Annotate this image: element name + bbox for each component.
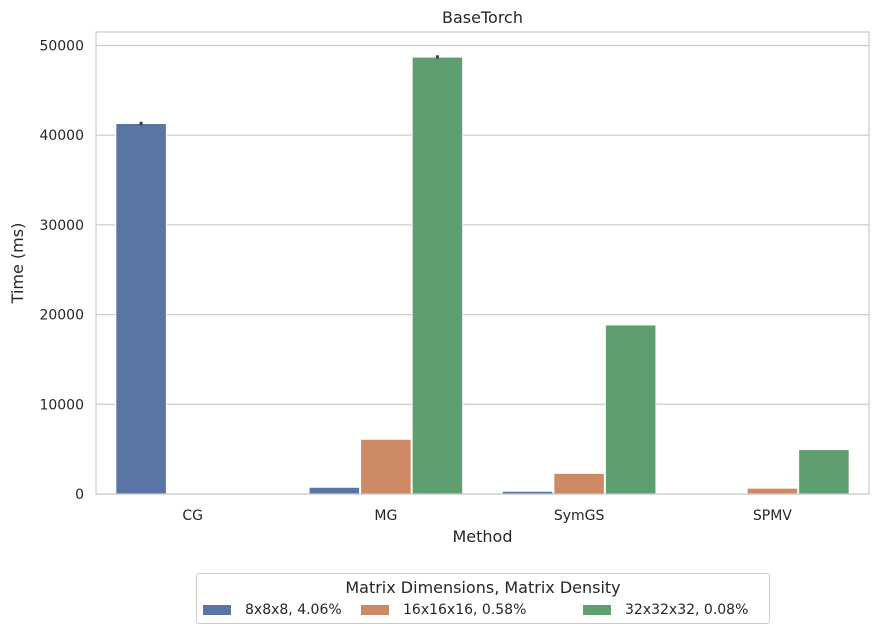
legend-title: Matrix Dimensions, Matrix Density bbox=[345, 578, 621, 597]
legend-swatch bbox=[583, 605, 611, 615]
bars bbox=[115, 56, 850, 495]
bar bbox=[115, 123, 167, 495]
x-tick-label: SymGS bbox=[554, 508, 605, 524]
legend-label: 16x16x16, 0.58% bbox=[403, 602, 527, 618]
chart-title: BaseTorch bbox=[442, 8, 523, 27]
legend-label: 8x8x8, 4.06% bbox=[245, 602, 342, 618]
legend-label: 32x32x32, 0.08% bbox=[625, 602, 749, 618]
bar bbox=[746, 487, 799, 495]
legend-swatch bbox=[203, 605, 231, 615]
legend: Matrix Dimensions, Matrix Density 8x8x8,… bbox=[196, 573, 770, 624]
y-tick-label: 30000 bbox=[39, 218, 84, 234]
bar bbox=[308, 486, 361, 495]
x-tick-label: MG bbox=[374, 508, 397, 524]
legend-swatch bbox=[361, 605, 389, 615]
x-tick-label: CG bbox=[182, 508, 203, 524]
y-tick-label: 50000 bbox=[39, 38, 84, 54]
bar bbox=[604, 324, 657, 495]
bar bbox=[411, 56, 464, 495]
bar bbox=[798, 449, 850, 495]
x-tick-labels: CG MG SymGS SPMV bbox=[182, 508, 792, 524]
legend-item: 8x8x8, 4.06% bbox=[203, 602, 342, 618]
x-tick-label: SPMV bbox=[753, 508, 792, 524]
plot-frame bbox=[95, 31, 870, 495]
y-tick-label: 20000 bbox=[39, 308, 84, 324]
y-axis-label: Time (ms) bbox=[8, 223, 27, 305]
legend-item: 16x16x16, 0.58% bbox=[361, 602, 526, 618]
legend-items: 8x8x8, 4.06% 16x16x16, 0.58% 32x32x32, 0.0… bbox=[203, 602, 763, 620]
y-tick-label: 0 bbox=[75, 487, 84, 503]
bar bbox=[553, 472, 605, 495]
y-tick-label: 10000 bbox=[39, 397, 84, 413]
bar bbox=[360, 438, 412, 495]
error-bars bbox=[139, 55, 439, 126]
legend-item: 32x32x32, 0.08% bbox=[583, 602, 748, 618]
plot-area bbox=[96, 32, 869, 494]
x-axis-label: Method bbox=[452, 527, 512, 546]
y-tick-label: 40000 bbox=[39, 128, 84, 144]
y-tick-labels: 0 10000 20000 30000 40000 50000 bbox=[39, 38, 84, 503]
